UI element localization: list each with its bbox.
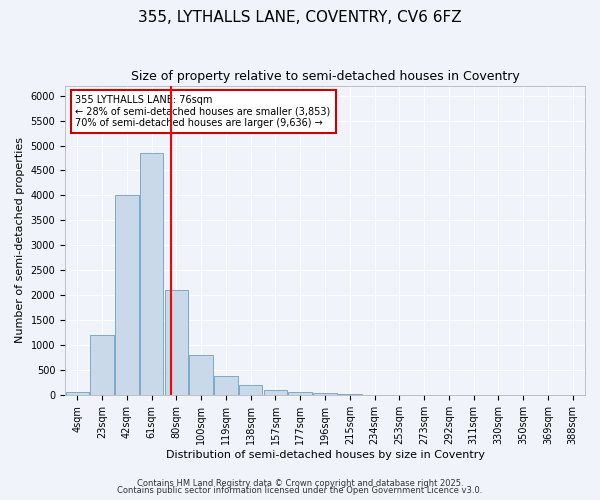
X-axis label: Distribution of semi-detached houses by size in Coventry: Distribution of semi-detached houses by … [166, 450, 485, 460]
Text: Contains public sector information licensed under the Open Government Licence v3: Contains public sector information licen… [118, 486, 482, 495]
Y-axis label: Number of semi-detached properties: Number of semi-detached properties [15, 138, 25, 344]
Text: 355, LYTHALLS LANE, COVENTRY, CV6 6FZ: 355, LYTHALLS LANE, COVENTRY, CV6 6FZ [138, 10, 462, 25]
Bar [164, 290, 188, 396]
Bar [338, 394, 362, 396]
Bar [115, 196, 139, 396]
Text: 355 LYTHALLS LANE: 76sqm
← 28% of semi-detached houses are smaller (3,853)
70% o: 355 LYTHALLS LANE: 76sqm ← 28% of semi-d… [76, 95, 331, 128]
Bar [214, 376, 238, 396]
Bar [313, 394, 337, 396]
Bar [289, 392, 312, 396]
Bar [239, 386, 262, 396]
Bar [190, 356, 213, 396]
Bar [65, 392, 89, 396]
Text: Contains HM Land Registry data © Crown copyright and database right 2025.: Contains HM Land Registry data © Crown c… [137, 478, 463, 488]
Title: Size of property relative to semi-detached houses in Coventry: Size of property relative to semi-detach… [131, 70, 520, 83]
Bar [140, 153, 163, 396]
Bar [363, 394, 386, 396]
Bar [91, 336, 114, 396]
Bar [264, 390, 287, 396]
